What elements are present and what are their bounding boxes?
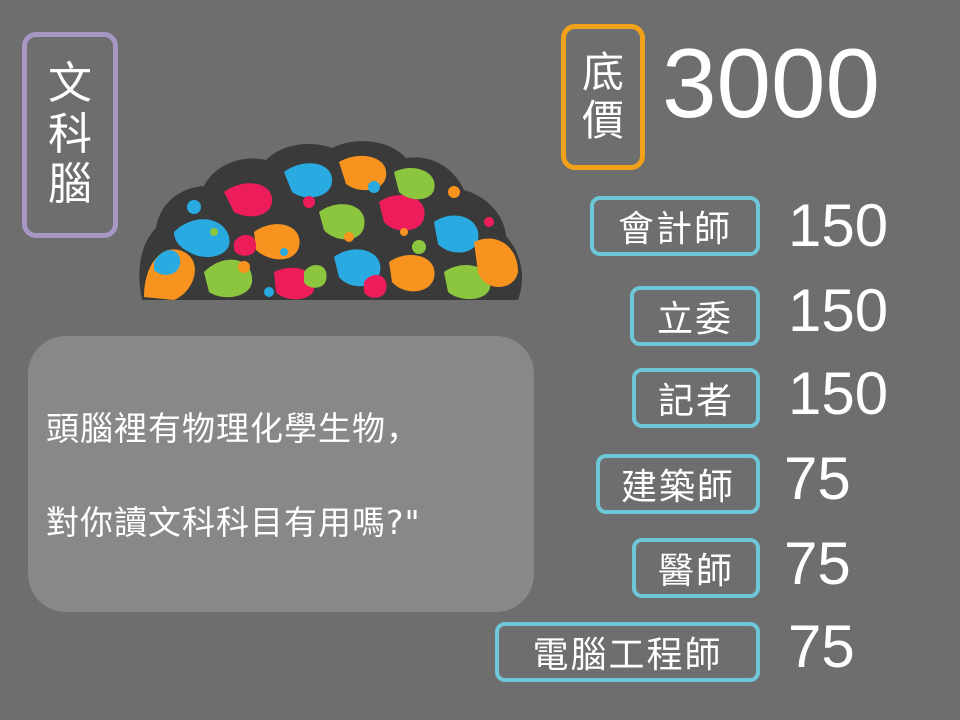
quote-bubble: 頭腦裡有物理化學生物， 對你讀文科科目有用嗎?" — [28, 336, 534, 612]
price-label-box: 底 價 — [561, 24, 645, 170]
quote-line-1: 頭腦裡有物理化學生物， — [46, 409, 420, 448]
job-label-accountant: 會計師 — [590, 196, 760, 256]
title-char-1: 文 — [48, 58, 92, 110]
job-value-accountant: 150 — [788, 192, 889, 259]
price-value: 3000 — [662, 28, 881, 138]
quote-line-2: 對你讀文科科目有用嗎?" — [46, 503, 421, 542]
price-label-char-1: 底 — [581, 47, 624, 97]
title-char-2: 科 — [48, 108, 92, 160]
job-label-legislator: 立委 — [630, 286, 760, 346]
job-value-reporter: 150 — [788, 360, 889, 427]
job-label-doctor: 醫師 — [632, 538, 760, 598]
title-char-3: 腦 — [48, 159, 92, 211]
job-value-architect: 75 — [784, 445, 851, 512]
job-value-legislator: 150 — [788, 277, 889, 344]
job-label-computer-engineer: 電腦工程師 — [495, 622, 760, 682]
job-value-doctor: 75 — [784, 530, 851, 597]
job-value-computer-engineer: 75 — [788, 613, 855, 680]
job-label-reporter: 記者 — [632, 368, 760, 428]
brain-icon — [139, 141, 523, 300]
price-label-char-2: 價 — [581, 96, 624, 145]
job-label-architect: 建築師 — [596, 454, 760, 514]
title-box: 文 科 腦 — [22, 32, 118, 238]
